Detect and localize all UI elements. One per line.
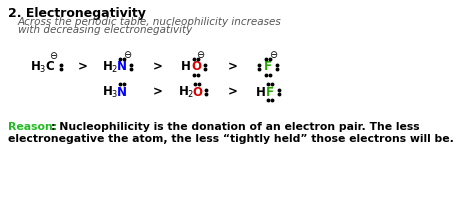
Text: N: N bbox=[117, 86, 127, 98]
Text: ⊖: ⊖ bbox=[196, 50, 204, 60]
Text: Across the periodic table, nucleophilicity increases: Across the periodic table, nucleophilici… bbox=[18, 17, 282, 27]
Text: F: F bbox=[264, 60, 272, 73]
Text: F: F bbox=[266, 86, 274, 98]
Text: >: > bbox=[78, 60, 88, 73]
Text: O: O bbox=[192, 86, 202, 98]
Text: H$_3$C: H$_3$C bbox=[30, 59, 56, 75]
Text: Reason:: Nucleophilicity is the donation of an electron pair. The less: Reason:: Nucleophilicity is the donation… bbox=[8, 122, 426, 132]
Text: N: N bbox=[117, 60, 127, 73]
Text: >: > bbox=[228, 60, 238, 73]
Text: : Nucleophilicity is the donation of an electron pair. The less: : Nucleophilicity is the donation of an … bbox=[51, 122, 419, 132]
Text: Reason:: Reason: bbox=[8, 122, 57, 132]
Text: electronegative the atom, the less “tightly held” those electrons will be.: electronegative the atom, the less “tigh… bbox=[8, 134, 454, 144]
Text: ⊖: ⊖ bbox=[123, 50, 131, 60]
Text: with decreasing electronegativity: with decreasing electronegativity bbox=[18, 25, 192, 35]
Text: H$_3$: H$_3$ bbox=[102, 84, 118, 100]
Text: H: H bbox=[256, 86, 266, 98]
Text: >: > bbox=[228, 86, 238, 98]
Text: O: O bbox=[191, 60, 201, 73]
Text: H$_2$: H$_2$ bbox=[102, 59, 118, 75]
Text: 2. Electronegativity: 2. Electronegativity bbox=[8, 7, 146, 20]
Text: >: > bbox=[153, 60, 163, 73]
Text: ⊖: ⊖ bbox=[49, 51, 57, 61]
Text: H$_2$: H$_2$ bbox=[178, 84, 194, 100]
Text: ⊖: ⊖ bbox=[269, 50, 277, 60]
Text: H: H bbox=[181, 60, 191, 73]
Text: >: > bbox=[153, 86, 163, 98]
